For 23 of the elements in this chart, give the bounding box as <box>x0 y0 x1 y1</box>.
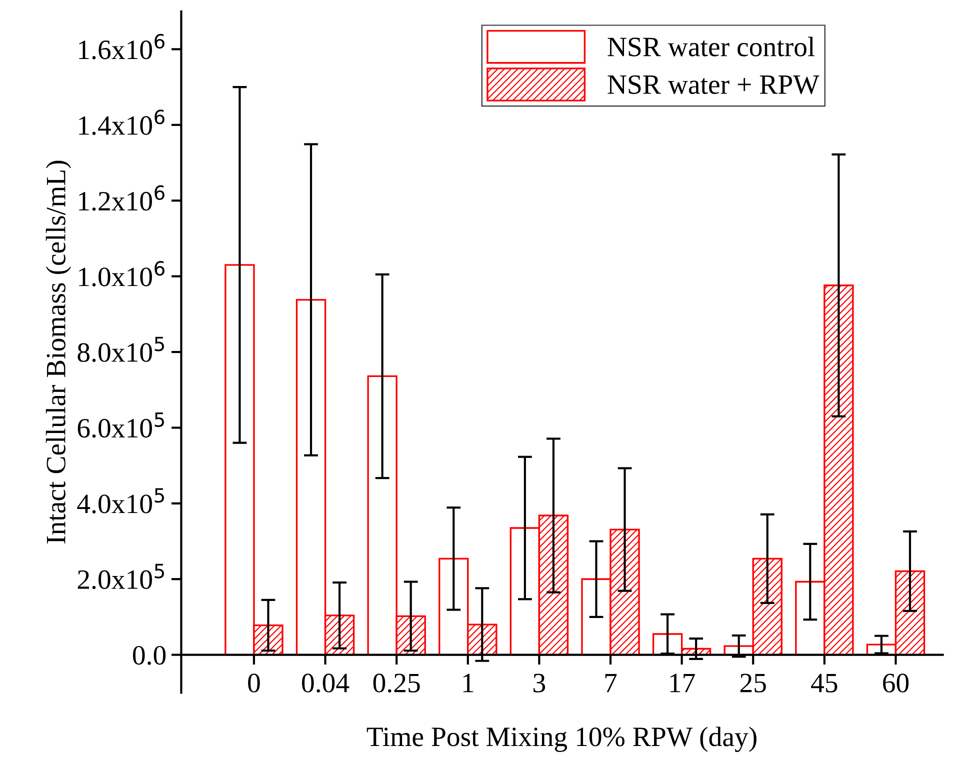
x-tick-label: 7 <box>605 674 617 692</box>
x-tick-label: 1 <box>463 674 474 692</box>
legend-label: NSR water control <box>608 36 815 56</box>
y-tick-label: 0.0 <box>132 646 166 665</box>
x-tick-label: 60 <box>883 674 909 692</box>
y-tick-label: 4.0x10$^{5}$ <box>77 488 164 514</box>
x-tick-label: 0.04 <box>302 674 350 693</box>
x-axis-title: Time Post Mixing 10% RPW (day) <box>366 726 756 752</box>
y-tick-label: 1.6x10$^{6}$ <box>79 34 164 60</box>
x-tick-label: 0.25 <box>373 674 420 693</box>
x-tick-label: 25 <box>740 674 766 692</box>
x-tick-label: 45 <box>811 674 838 692</box>
x-tick-label: 0 <box>248 674 260 692</box>
y-tick-label: 1.0x10$^{6}$ <box>79 260 164 286</box>
y-tick-label: 2.0x10$^{5}$ <box>78 564 164 590</box>
y-tick-label: 1.2x10$^{6}$ <box>79 185 164 211</box>
y-tick-label: 8.0x10$^{5}$ <box>78 336 164 362</box>
y-axis-title: Intact Cellular Biomass (cells/mL) <box>46 160 72 544</box>
x-tick-label: 3 <box>534 674 546 692</box>
y-tick-label: 6.0x10$^{5}$ <box>78 412 164 438</box>
legend-label: NSR water + RPW <box>608 75 820 94</box>
y-tick-label: 1.4x10$^{6}$ <box>79 110 164 136</box>
x-tick-label: 17 <box>670 674 695 692</box>
